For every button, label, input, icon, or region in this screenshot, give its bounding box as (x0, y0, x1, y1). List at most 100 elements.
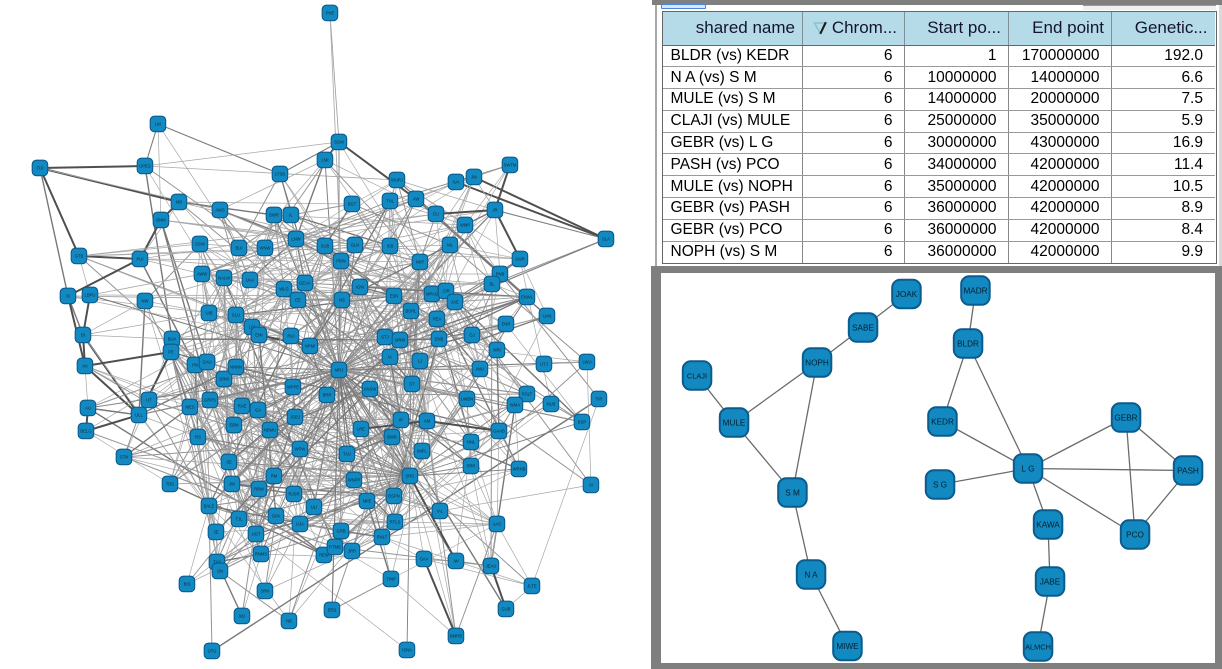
svg-text:UJA: UJA (296, 522, 304, 527)
svg-text:BSPN: BSPN (388, 494, 399, 499)
svg-text:ISNA: ISNA (402, 648, 412, 653)
svg-text:RUI: RUI (287, 334, 294, 339)
svg-text:LMI: LMI (322, 158, 329, 163)
svg-text:ENWL: ENWL (521, 295, 534, 300)
svg-text:ML: ML (447, 243, 453, 248)
svg-text:BNM: BNM (156, 218, 166, 223)
svg-text:STJ: STJ (381, 335, 388, 340)
svg-text:REW: REW (319, 553, 329, 558)
svg-text:WRNB: WRNB (513, 467, 526, 472)
svg-text:SLU: SLU (232, 313, 240, 318)
svg-text:TINP: TINP (386, 577, 396, 582)
svg-text:REA: REA (433, 317, 442, 322)
svg-text:GJ: GJ (469, 333, 474, 338)
svg-text:NNL: NNL (467, 440, 476, 445)
svg-text:SI: SI (66, 294, 70, 299)
svg-text:NS: NS (339, 298, 345, 303)
svg-text:GEAA: GEAA (299, 281, 311, 286)
svg-text:UT: UT (146, 398, 152, 403)
svg-text:TJL: TJL (236, 517, 244, 522)
svg-text:ULL: ULL (135, 413, 143, 418)
svg-text:IGW: IGW (356, 285, 364, 290)
svg-text:PNB: PNB (496, 272, 505, 277)
svg-text:MB: MB (176, 200, 182, 205)
svg-text:GRPS: GRPS (204, 398, 216, 403)
svg-text:LBPU: LBPU (85, 293, 96, 298)
svg-text:TIJI: TIJI (37, 166, 44, 171)
svg-text:SLA: SLA (602, 237, 610, 242)
svg-text:JLTE: JLTE (527, 584, 537, 589)
svg-text:IAI: IAI (82, 364, 87, 369)
svg-text:SE: SE (226, 460, 232, 465)
svg-text:PRR: PRR (467, 464, 476, 469)
svg-text:GPA: GPA (272, 514, 281, 519)
svg-text:GAA: GAA (420, 557, 429, 562)
svg-text:SABE: SABE (852, 323, 874, 332)
svg-text:NALM: NALM (218, 276, 230, 281)
svg-text:TNL: TNL (386, 199, 395, 204)
svg-text:PBW: PBW (336, 259, 346, 264)
svg-text:BMRB: BMRB (450, 634, 462, 639)
svg-text:SRG: SRG (405, 474, 414, 479)
svg-text:BRR: BRR (323, 393, 332, 398)
svg-text:S G: S G (933, 480, 947, 489)
svg-text:MADR: MADR (963, 286, 987, 295)
svg-text:BWR: BWR (269, 213, 279, 218)
svg-text:BUA: BUA (168, 337, 177, 342)
svg-text:JW: JW (229, 482, 235, 487)
svg-text:TAS: TAS (213, 560, 221, 565)
svg-text:S M: S M (785, 488, 800, 497)
svg-text:UMBN: UMBN (461, 397, 473, 402)
svg-text:GRB: GRB (336, 529, 345, 534)
svg-text:AWW: AWW (197, 272, 208, 277)
svg-text:EE: EE (295, 298, 301, 303)
svg-text:BIS: BIS (184, 582, 191, 587)
svg-text:UUR: UUR (515, 257, 524, 262)
svg-text:RTLS: RTLS (390, 520, 401, 525)
svg-text:NW: NW (142, 299, 149, 304)
svg-text:PE: PE (168, 350, 174, 355)
svg-text:PNE: PNE (326, 11, 335, 16)
svg-text:WMA: WMA (510, 403, 520, 408)
svg-text:GEBR: GEBR (1114, 413, 1137, 422)
svg-text:LJ: LJ (418, 359, 422, 364)
svg-text:LM: LM (155, 122, 161, 127)
svg-text:UTJ: UTJ (540, 362, 548, 367)
svg-text:PASH: PASH (1177, 466, 1199, 475)
svg-text:JE: JE (214, 530, 219, 535)
svg-text:JSBJ: JSBJ (290, 415, 300, 420)
svg-text:PUI: PUI (137, 257, 144, 262)
svg-text:RJSR: RJSR (289, 492, 300, 497)
svg-text:LRE: LRE (357, 427, 365, 432)
svg-text:RBW: RBW (254, 487, 264, 492)
svg-text:TAU: TAU (343, 452, 351, 457)
svg-text:AU: AU (85, 406, 91, 411)
svg-text:RNMS: RNMS (255, 552, 268, 557)
svg-text:SN: SN (217, 569, 223, 574)
svg-text:WLG: WLG (279, 287, 289, 292)
svg-text:RAE: RAE (238, 404, 247, 409)
svg-text:UGT: UGT (252, 532, 261, 537)
svg-text:BELG: BELG (80, 429, 91, 434)
svg-text:JEAU: JEAU (486, 564, 497, 569)
svg-text:NB: NB (286, 619, 292, 624)
svg-text:JRR: JRR (348, 549, 356, 554)
svg-text:ANSW: ANSW (364, 387, 377, 392)
svg-text:JR: JR (492, 208, 497, 213)
svg-text:NUB: NUB (547, 402, 556, 407)
svg-text:UPEG: UPEG (139, 164, 151, 169)
svg-text:NNT: NNT (416, 260, 425, 265)
svg-text:BLDR: BLDR (957, 339, 979, 348)
svg-text:KEDR: KEDR (931, 417, 954, 426)
svg-text:GAU: GAU (202, 360, 211, 365)
svg-text:IW: IW (453, 559, 458, 564)
svg-text:JJR: JJR (442, 289, 449, 294)
svg-text:MPAG: MPAG (426, 292, 438, 297)
svg-text:BALE: BALE (204, 504, 215, 509)
svg-text:MULE: MULE (723, 418, 746, 427)
svg-text:L G: L G (1022, 464, 1035, 473)
svg-text:GTN: GTN (120, 455, 129, 460)
svg-text:BGT: BGT (348, 202, 357, 207)
svg-text:ENB: ENB (435, 337, 444, 342)
svg-text:TIR: TIR (596, 397, 603, 402)
